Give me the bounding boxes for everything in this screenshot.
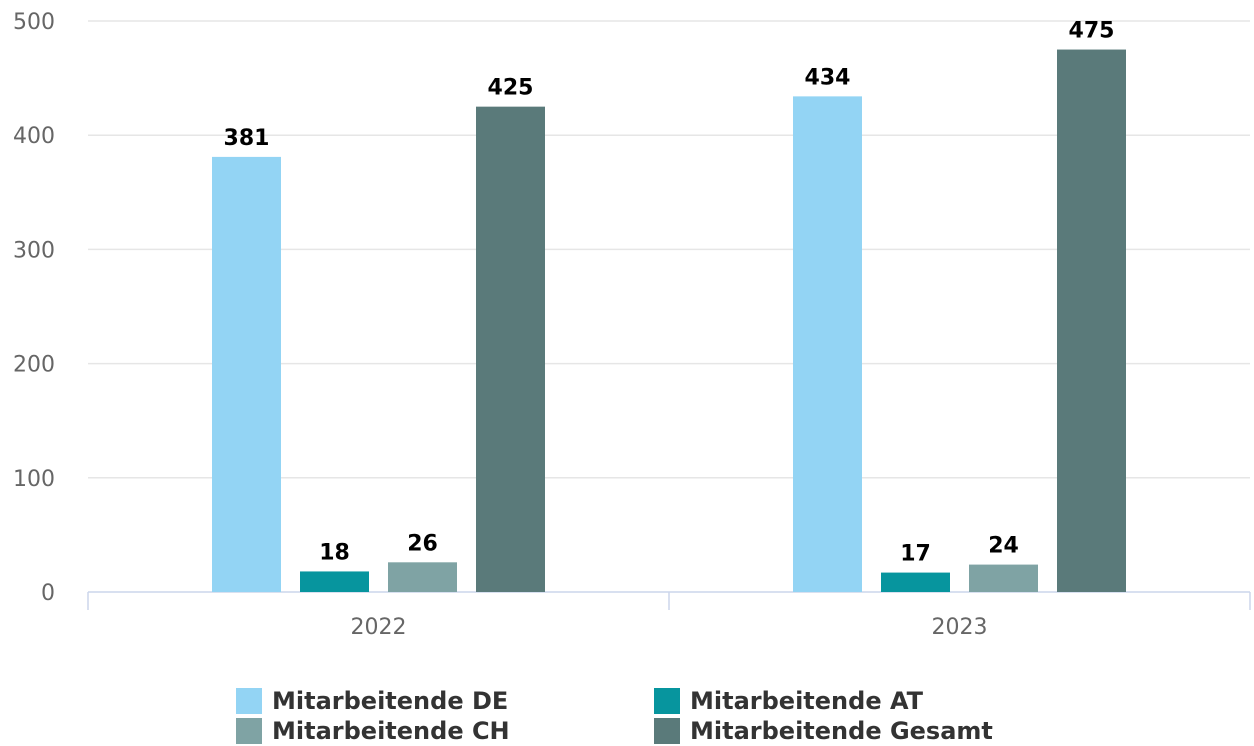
legend-item-de[interactable]: Mitarbeitende DE	[236, 686, 508, 716]
bar[interactable]	[793, 96, 862, 592]
y-tick-label: 300	[13, 238, 55, 263]
bar-chart: 0 100 200 300 400 500 381 18 26 425 2022 434 17 24 475…	[13, 10, 1251, 640]
data-label: 381	[224, 126, 270, 151]
bar[interactable]	[476, 106, 545, 593]
data-label: 18	[319, 540, 350, 565]
legend: Mitarbeitende DE Mitarbeitende AT Mitarb…	[0, 684, 1254, 746]
bar[interactable]	[969, 564, 1038, 592]
bar[interactable]	[300, 571, 369, 592]
legend-swatch-de	[236, 688, 262, 714]
legend-item-ch[interactable]: Mitarbeitende CH	[236, 716, 510, 746]
legend-swatch-ch	[236, 718, 262, 744]
data-label: 425	[488, 76, 534, 101]
y-tick-label: 500	[13, 10, 55, 35]
data-label: 434	[805, 65, 851, 90]
legend-label-gesamt: Mitarbeitende Gesamt	[690, 717, 993, 745]
y-tick-label: 400	[13, 124, 55, 149]
legend-swatch-at	[654, 688, 680, 714]
y-tick-label: 200	[13, 353, 55, 378]
legend-item-at[interactable]: Mitarbeitende AT	[654, 686, 923, 716]
x-category-label: 2023	[932, 615, 988, 640]
x-category-label: 2022	[351, 615, 407, 640]
legend-label-at: Mitarbeitende AT	[690, 687, 924, 715]
bar[interactable]	[881, 572, 950, 592]
legend-swatch-gesamt	[654, 718, 680, 744]
data-label: 17	[900, 542, 931, 567]
y-tick-label: 100	[13, 467, 55, 492]
data-label: 24	[988, 534, 1019, 559]
legend-label-ch: Mitarbeitende CH	[272, 717, 510, 745]
bar[interactable]	[212, 156, 281, 592]
legend-label-de: Mitarbeitende DE	[272, 687, 509, 715]
bar[interactable]	[388, 562, 457, 592]
data-label: 26	[407, 531, 438, 556]
bar[interactable]	[1057, 49, 1126, 593]
data-label: 475	[1069, 19, 1115, 44]
y-tick-label: 0	[41, 581, 55, 606]
legend-item-gesamt[interactable]: Mitarbeitende Gesamt	[654, 716, 993, 746]
